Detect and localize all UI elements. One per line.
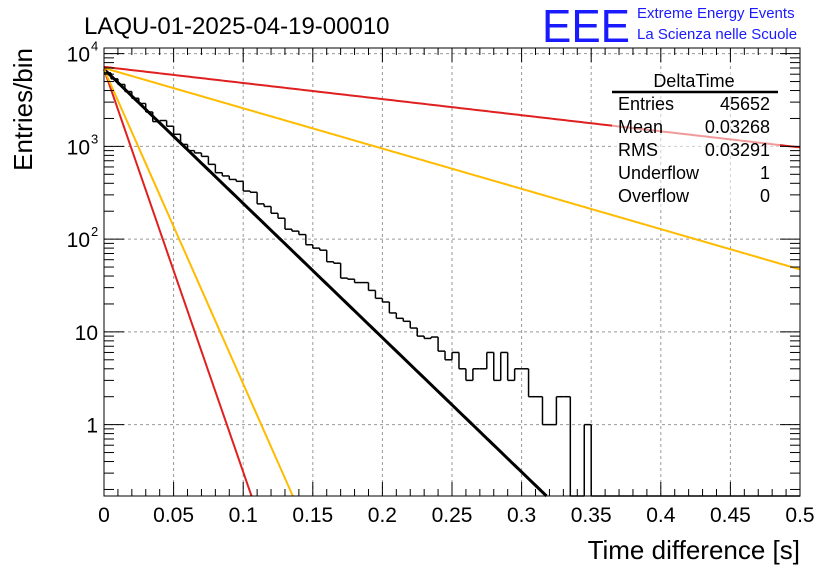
x-tick-label: 0.5 [785, 504, 814, 527]
y-tick-label: 10 [67, 136, 90, 159]
chart-title: LAQU-01-2025-04-19-00010 [84, 13, 390, 40]
x-tick-label: 0.15 [292, 504, 333, 527]
x-tick-label: 0.25 [432, 504, 473, 527]
x-tick-label: 0.1 [229, 504, 258, 527]
x-tick-label: 0.05 [153, 504, 194, 527]
y-tick-label: 10 [67, 229, 90, 252]
eee-logo-line2: La Scienza nelle Scuole [637, 26, 797, 43]
x-tick-labels: 0 0.05 0.1 0.15 0.2 0.25 0.3 0.35 0.4 0.45 0.5 [98, 504, 814, 527]
y-axis-label: Entries/bin [8, 48, 38, 171]
stats-underflow-label: Underflow [618, 163, 700, 183]
stats-box: DeltaTime Entries 45652 Mean 0.03268 RMS… [612, 70, 780, 207]
x-axis-label: Time difference [s] [588, 535, 800, 565]
curve-orange-steep [103, 68, 294, 497]
curve-orange-shallow [103, 67, 801, 271]
y-tick-label: 10 [67, 44, 90, 67]
eee-logo-line1: Extreme Energy Events [637, 5, 795, 22]
x-tick-label: 0.35 [571, 504, 612, 527]
y-tick-exponent: 2 [91, 224, 98, 239]
stats-mean-label: Mean [618, 117, 663, 137]
stats-entries-value: 45652 [720, 94, 770, 114]
stats-rms-label: RMS [618, 140, 658, 160]
stats-overflow-value: 0 [760, 186, 770, 206]
axis-ticks [103, 48, 801, 496]
stats-entries-label: Entries [618, 94, 674, 114]
curves [102, 65, 801, 498]
curve-red-steep [103, 68, 253, 497]
stats-rms-value: 0.03291 [705, 140, 770, 160]
x-tick-label: 0.2 [368, 504, 397, 527]
x-tick-label: 0.4 [646, 504, 676, 527]
y-tick-label: 10 [75, 322, 98, 345]
eee-logo: EEE [542, 0, 630, 52]
y-tick-exponent: 4 [91, 39, 98, 54]
x-tick-label: 0.45 [710, 504, 751, 527]
y-tick-exponent: 3 [91, 131, 98, 146]
stats-overflow-label: Overflow [618, 186, 690, 206]
y-tick-label: 1 [86, 415, 98, 438]
stats-underflow-value: 1 [760, 163, 770, 183]
stats-box-name: DeltaTime [653, 71, 734, 91]
x-tick-label: 0.3 [507, 504, 536, 527]
x-tick-label: 0 [98, 504, 110, 527]
curve-fit [102, 68, 548, 498]
stats-mean-value: 0.03268 [705, 117, 770, 137]
